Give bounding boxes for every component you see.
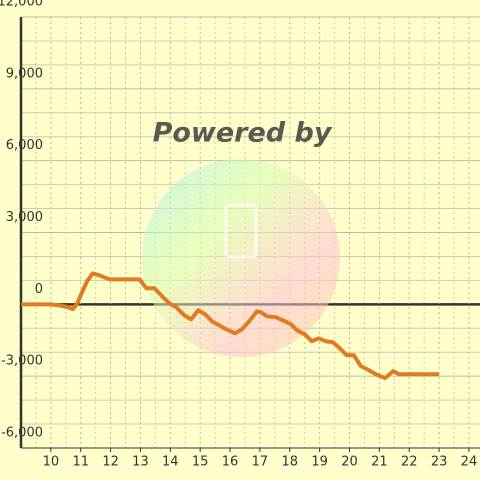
x-tick-label: 24 bbox=[461, 455, 478, 470]
y-tick-label: 0 bbox=[35, 282, 43, 297]
watermark-text: Powered by bbox=[153, 118, 333, 149]
x-tick-label: 19 bbox=[311, 455, 328, 470]
x-tick-label: 20 bbox=[341, 455, 358, 470]
x-tick-label: 22 bbox=[401, 455, 418, 470]
x-tick-label: 16 bbox=[222, 455, 239, 470]
x-tick-label: 21 bbox=[371, 455, 388, 470]
x-tick-label: 23 bbox=[431, 455, 448, 470]
x-tick-label: 12 bbox=[102, 455, 119, 470]
grid: -6,000-3,00003,0006,0009,00012,000101112… bbox=[0, 0, 480, 470]
plot bbox=[21, 271, 440, 381]
y-tick-label: 6,000 bbox=[6, 138, 43, 153]
y-tick-label: 9,000 bbox=[6, 66, 43, 81]
x-tick-label: 18 bbox=[281, 455, 298, 470]
watermark-icon bbox=[224, 203, 258, 259]
x-tick-label: 15 bbox=[192, 455, 209, 470]
y-tick-label: 3,000 bbox=[6, 210, 43, 225]
x-tick-label: 13 bbox=[132, 455, 149, 470]
x-tick-label: 14 bbox=[162, 455, 179, 470]
x-tick-label: 10 bbox=[43, 455, 60, 470]
x-tick-label: 17 bbox=[252, 455, 269, 470]
y-tick-label: 12,000 bbox=[0, 0, 43, 10]
x-tick-label: 11 bbox=[72, 455, 89, 470]
line-series bbox=[21, 271, 440, 381]
